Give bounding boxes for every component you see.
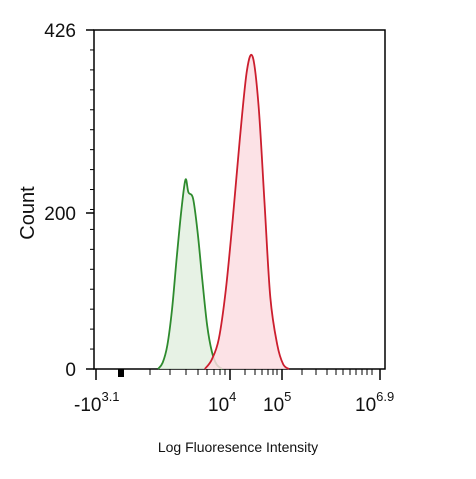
x-tick-label-4: 104	[208, 389, 236, 416]
x-tick-label-5: 105	[263, 389, 291, 416]
x-axis-title: Log Fluoresence Intensity	[158, 439, 318, 455]
x-tick-label-neg3p1: -103.1	[74, 389, 120, 416]
series-1-line	[204, 53, 290, 370]
x-tick-label-6p9: 106.9	[355, 389, 394, 416]
series-0-line	[157, 178, 223, 370]
y-tick-label-426: 426	[44, 21, 76, 42]
y-axis: 0 200 426 Count	[17, 21, 94, 381]
y-minor-ticks	[90, 49, 94, 350]
series-layer	[157, 53, 290, 370]
y-tick-label-0: 0	[65, 360, 76, 381]
x-axis: -103.1 104 105 106.9 Log Fluoresence Int…	[74, 369, 394, 455]
y-axis-title: Count	[17, 186, 39, 240]
x-minor-ticks	[149, 369, 373, 375]
x-zero-marker	[118, 369, 124, 377]
y-tick-label-200: 200	[44, 204, 76, 225]
